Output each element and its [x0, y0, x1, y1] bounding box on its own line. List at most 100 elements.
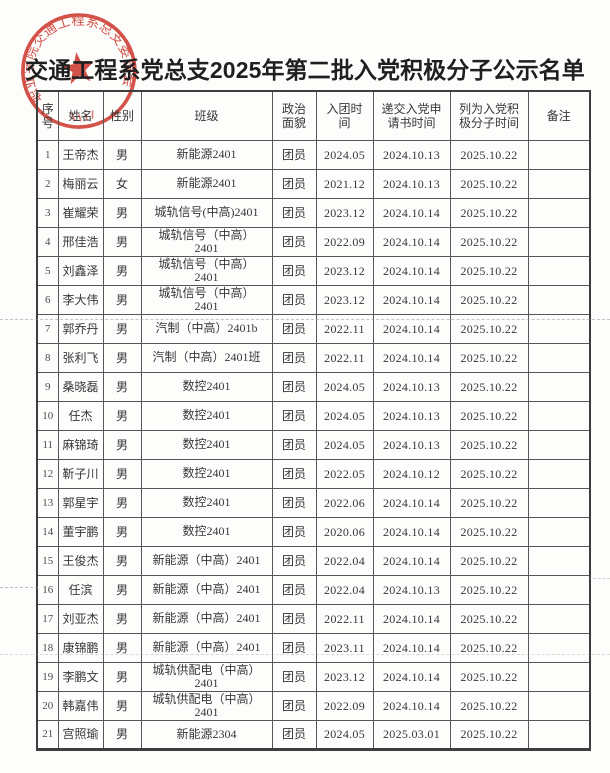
col-header-class: 班级 [140, 90, 273, 141]
class-cell: 城轨供配电（中高） 2401 [140, 661, 273, 692]
name-cell: 康锦鹏 [57, 632, 104, 663]
league-join-date-cell: 2022.09 [315, 226, 374, 257]
table-row: 19 李鹏文男城轨供配电（中高） 2401 团员 2023.12 2024.10.14 2… [36, 661, 591, 692]
name-cell: 李鹏文 [57, 661, 104, 692]
class-cell: 数控2401 [140, 371, 273, 402]
application-date-cell: 2024.10.13 [372, 139, 451, 170]
application-date-cell: 2024.10.14 [372, 603, 451, 634]
political-status-cell: 团员 [271, 168, 317, 199]
remark-cell [527, 197, 591, 228]
political-status-cell: 团员 [271, 719, 317, 750]
remark-cell [527, 458, 591, 489]
table-row: 18 康锦鹏男新能源（中高）2401 团员 2023.11 2024.10.14 2025… [36, 632, 591, 663]
league-join-date-cell: 2022.09 [315, 690, 374, 721]
remark-cell [527, 487, 591, 518]
row-number-cell: 18 [36, 632, 59, 663]
class-cell: 城轨供配电（中高） 2401 [140, 690, 273, 721]
class-cell: 新能源（中高）2401 [140, 574, 273, 605]
political-status-cell: 团员 [271, 226, 317, 257]
class-cell: 数控2401 [140, 487, 273, 518]
row-number-cell: 17 [36, 603, 59, 634]
activist-date-cell: 2025.10.22 [449, 690, 529, 721]
remark-cell [527, 284, 591, 315]
political-status-cell: 团员 [271, 487, 317, 518]
league-join-date-cell: 2022.11 [315, 313, 374, 344]
remark-cell [527, 255, 591, 286]
row-number-cell: 13 [36, 487, 59, 518]
gender-cell: 男 [102, 516, 142, 547]
gender-cell: 女 [102, 168, 142, 199]
remark-cell [527, 342, 591, 373]
application-date-cell: 2024.10.14 [372, 487, 451, 518]
league-join-date-cell: 2024.05 [315, 371, 374, 402]
political-status-cell: 团员 [271, 197, 317, 228]
league-join-date-cell: 2023.12 [315, 255, 374, 286]
gender-cell: 男 [102, 371, 142, 402]
activist-date-cell: 2025.10.22 [449, 139, 529, 170]
gender-cell: 男 [102, 255, 142, 286]
name-cell: 王帝杰 [57, 139, 104, 170]
application-date-cell: 2024.10.14 [372, 516, 451, 547]
political-status-cell: 团员 [271, 603, 317, 634]
political-status-cell: 团员 [271, 139, 317, 170]
col-header-gender: 性别 [102, 90, 142, 141]
league-join-date-cell: 2021.12 [315, 168, 374, 199]
application-date-cell: 2024.10.14 [372, 313, 451, 344]
col-header-serial-number: 序 号 [36, 90, 59, 141]
scan-fold-line [588, 578, 610, 579]
name-cell: 宫照瑜 [57, 719, 104, 750]
activist-date-cell: 2025.10.22 [449, 458, 529, 489]
remark-cell [527, 371, 591, 402]
row-number-cell: 4 [36, 226, 59, 257]
application-date-cell: 2024.10.13 [372, 429, 451, 460]
table-row: 16 任滨男新能源（中高）2401 团员 2022.04 2024.10.13 2025.… [36, 574, 591, 605]
name-cell: 刘亚杰 [57, 603, 104, 634]
table-row: 11 麻锦琦男数控2401 团员 2024.05 2024.10.13 2025.10.2… [36, 429, 591, 460]
gender-cell: 男 [102, 226, 142, 257]
league-join-date-cell: 2022.04 [315, 545, 374, 576]
name-cell: 董宇鹏 [57, 516, 104, 547]
activist-date-cell: 2025.10.22 [449, 632, 529, 663]
table-row: 15 王俊杰男新能源（中高）2401 团员 2022.04 2024.10.14 2025… [36, 545, 591, 576]
table-row: 12 靳子川男数控2401 团员 2022.05 2024.10.12 2025.10.2… [36, 458, 591, 489]
table-row: 8 张利飞男汽制（中高）2401班 团员 2022.11 2024.10.14 2025.… [36, 342, 591, 373]
gender-cell: 男 [102, 342, 142, 373]
remark-cell [527, 632, 591, 663]
political-status-cell: 团员 [271, 545, 317, 576]
application-date-cell: 2024.10.14 [372, 226, 451, 257]
name-cell: 王俊杰 [57, 545, 104, 576]
row-number-cell: 8 [36, 342, 59, 373]
name-cell: 邢佳浩 [57, 226, 104, 257]
name-cell: 任滨 [57, 574, 104, 605]
scan-fold-line [0, 319, 610, 320]
political-status-cell: 团员 [271, 574, 317, 605]
class-cell: 数控2401 [140, 516, 273, 547]
application-date-cell: 2024.10.14 [372, 255, 451, 286]
activist-date-cell: 2025.10.22 [449, 400, 529, 431]
name-cell: 靳子川 [57, 458, 104, 489]
name-cell: 麻锦琦 [57, 429, 104, 460]
remark-cell [527, 429, 591, 460]
row-number-cell: 6 [36, 284, 59, 315]
political-status-cell: 团员 [271, 313, 317, 344]
gender-cell: 男 [102, 458, 142, 489]
political-status-cell: 团员 [271, 284, 317, 315]
class-cell: 汽制（中高）2401班 [140, 342, 273, 373]
table-row: 20 韩嘉伟男城轨供配电（中高） 2401 团员 2022.09 2024.10.14 2… [36, 690, 591, 721]
league-join-date-cell: 2022.11 [315, 603, 374, 634]
row-number-cell: 12 [36, 458, 59, 489]
row-number-cell: 14 [36, 516, 59, 547]
name-cell: 刘鑫泽 [57, 255, 104, 286]
league-join-date-cell: 2024.05 [315, 429, 374, 460]
name-cell: 李大伟 [57, 284, 104, 315]
gender-cell: 男 [102, 197, 142, 228]
class-cell: 城轨信号（中高） 2401 [140, 226, 273, 257]
name-cell: 桑晓磊 [57, 371, 104, 402]
table-row: 2 梅丽云女新能源2401 团员 2021.12 2024.10.13 2025.10.2… [36, 168, 591, 199]
table-row: 21 宫照瑜男新能源2304 团员 2024.05 2025.03.01 2025.10.… [36, 719, 591, 750]
league-join-date-cell: 2024.05 [315, 400, 374, 431]
league-join-date-cell: 2024.05 [315, 719, 374, 750]
application-date-cell: 2024.10.14 [372, 632, 451, 663]
league-join-date-cell: 2022.11 [315, 342, 374, 373]
